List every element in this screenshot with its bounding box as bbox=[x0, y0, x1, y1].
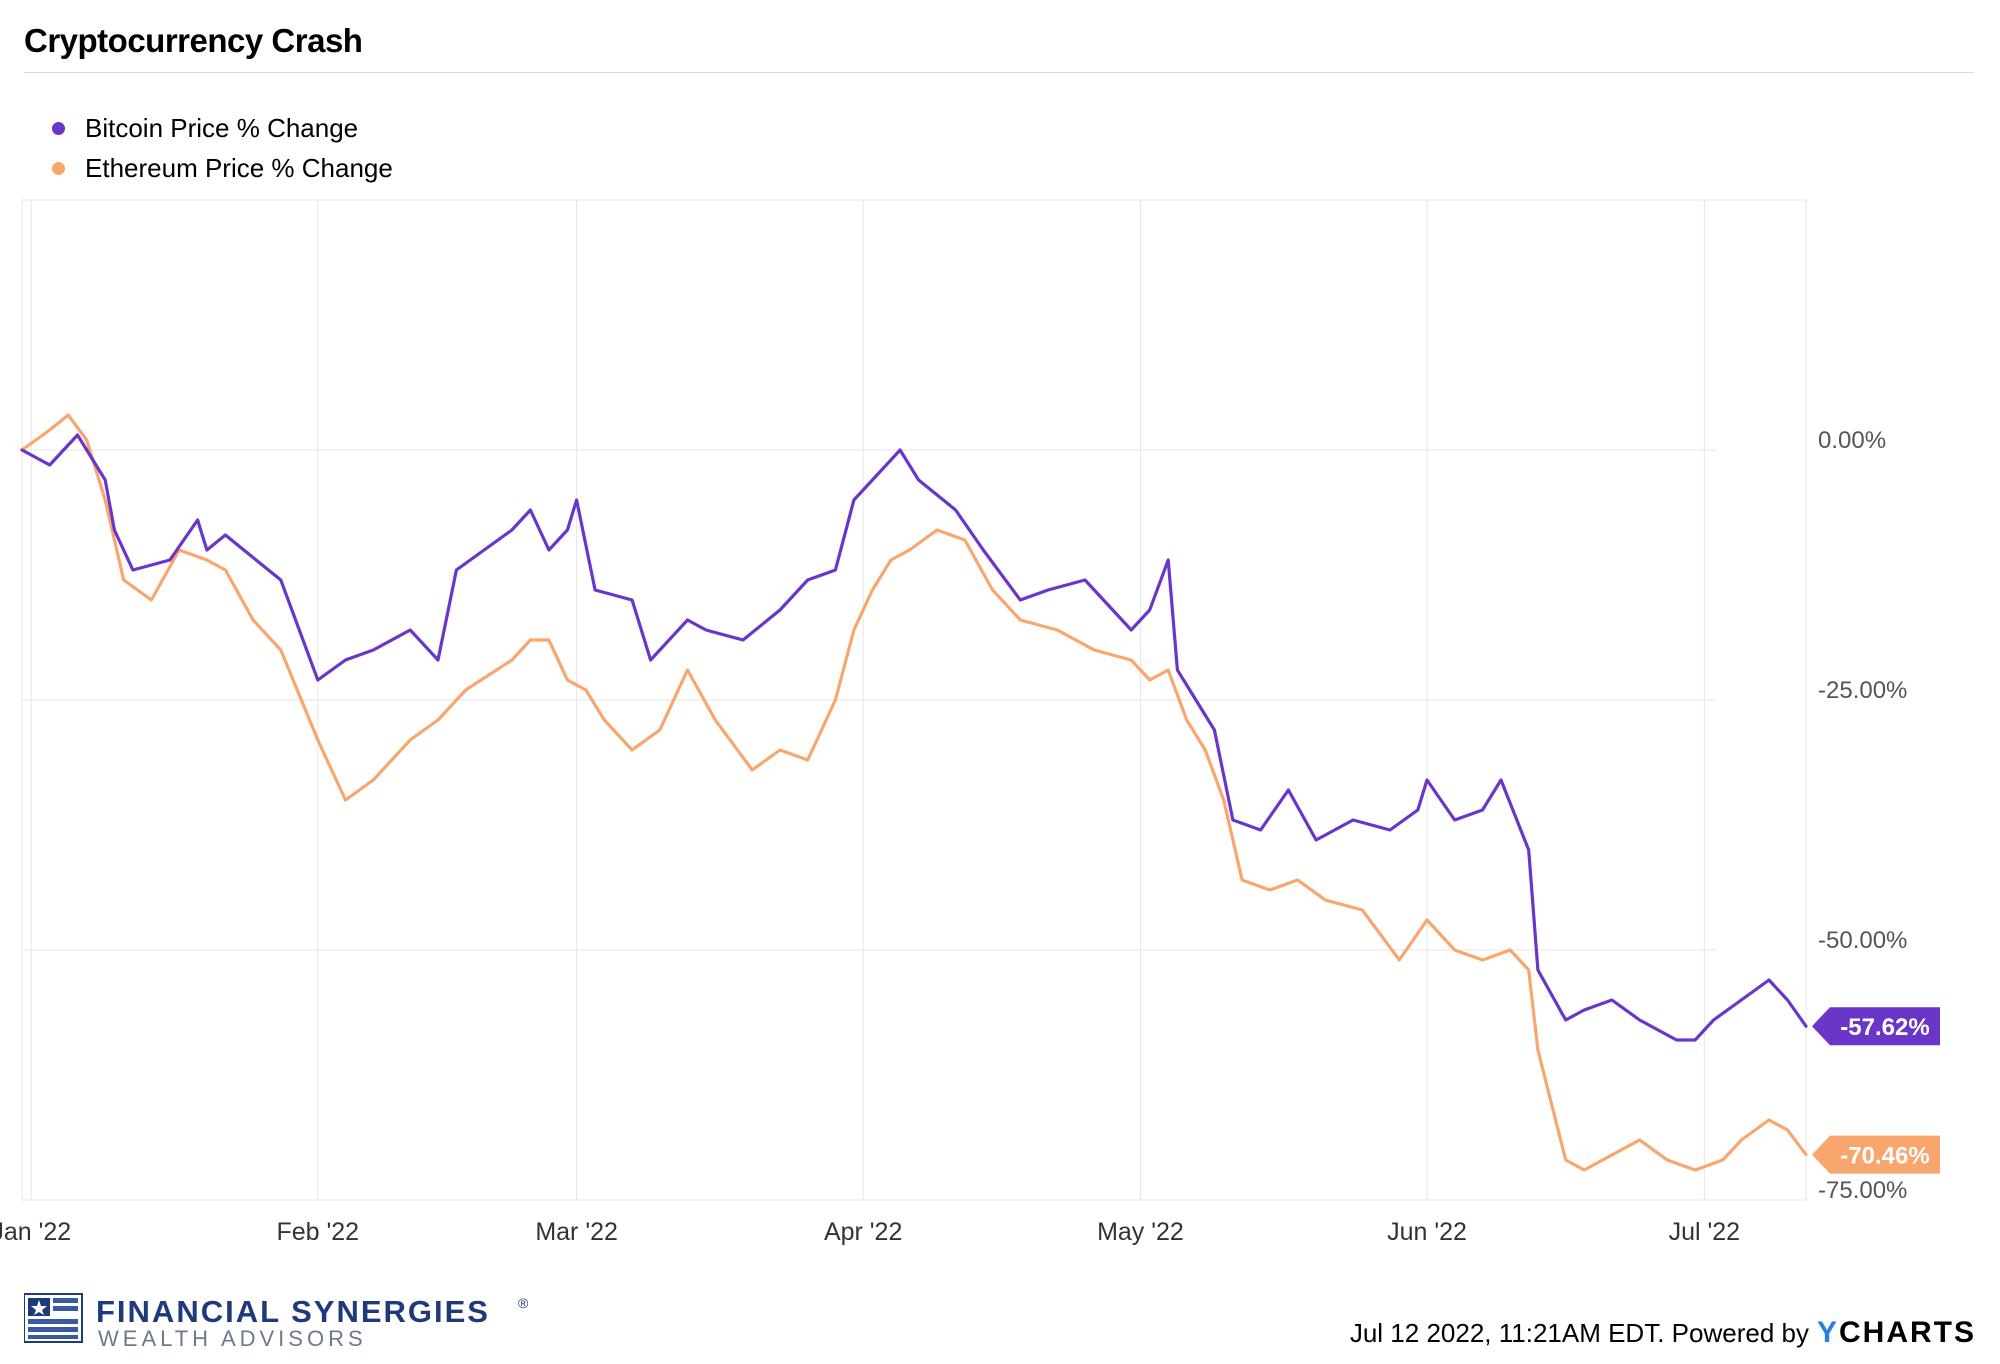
y-tick-label: -25.00% bbox=[1818, 677, 1907, 704]
x-tick-label: Jul '22 bbox=[1669, 1218, 1740, 1246]
brand-logo: FINANCIAL SYNERGIES ® WEALTH ADVISORS bbox=[23, 1286, 584, 1351]
ethereum-end-label: -70.46% bbox=[1812, 1135, 1940, 1174]
footer-attribution: Jul 12 2022, 11:21AM EDT. Powered by YCH… bbox=[1350, 1316, 1976, 1350]
legend-label-ethereum: Ethereum Price % Change bbox=[85, 152, 393, 183]
x-tick-label: Jan '22 bbox=[0, 1218, 71, 1246]
legend-item-ethereum[interactable]: Ethereum Price % Change bbox=[52, 148, 393, 188]
bitcoin-end-tag bbox=[1812, 1007, 1940, 1046]
x-tick-label: Jun '22 bbox=[1387, 1218, 1467, 1246]
registered-mark: ® bbox=[518, 1295, 529, 1311]
timestamp: Jul 12 2022, 11:21AM EDT. bbox=[1349, 1317, 1665, 1348]
legend-item-bitcoin[interactable]: Bitcoin Price % Change bbox=[52, 108, 393, 148]
bitcoin-end-value: -57.62% bbox=[1840, 1014, 1929, 1041]
legend: Bitcoin Price % Change Ethereum Price % … bbox=[52, 108, 393, 188]
legend-marker-bitcoin bbox=[52, 121, 65, 135]
ethereum-line bbox=[20, 413, 1808, 1172]
financial-synergies-logo: FINANCIAL SYNERGIES ® WEALTH ADVISORS bbox=[23, 1293, 529, 1351]
line-chart: 0.00% -25.00% -50.00% -75.00% Jan '22 Feb '22… bbox=[0, 199, 1940, 1246]
brand-name: FINANCIAL SYNERGIES bbox=[96, 1294, 490, 1329]
legend-label-bitcoin: Bitcoin Price % Change bbox=[85, 112, 359, 143]
x-tick-label: Feb '22 bbox=[276, 1218, 359, 1246]
powered-by-text: Powered by bbox=[1671, 1317, 1809, 1348]
ethereum-end-tag bbox=[1812, 1135, 1940, 1174]
legend-marker-ethereum bbox=[52, 161, 65, 175]
brand-tagline: WEALTH ADVISORS bbox=[98, 1326, 367, 1346]
y-tick-label: -50.00% bbox=[1818, 927, 1907, 954]
ethereum-end-value: -70.46% bbox=[1840, 1143, 1929, 1170]
x-tick-label: May '22 bbox=[1097, 1218, 1184, 1246]
chart-title: Cryptocurrency Crash bbox=[24, 22, 363, 59]
bitcoin-end-label: -57.62% bbox=[1812, 1007, 1940, 1046]
ycharts-logo[interactable]: YCHARTS bbox=[1816, 1316, 1976, 1349]
bitcoin-line bbox=[20, 433, 1808, 1042]
x-tick-label: Mar '22 bbox=[535, 1218, 618, 1246]
y-tick-label: -75.00% bbox=[1818, 1177, 1907, 1204]
y-tick-label: 0.00% bbox=[1818, 427, 1886, 454]
title-divider bbox=[24, 72, 1974, 73]
x-tick-label: Apr '22 bbox=[824, 1218, 902, 1246]
